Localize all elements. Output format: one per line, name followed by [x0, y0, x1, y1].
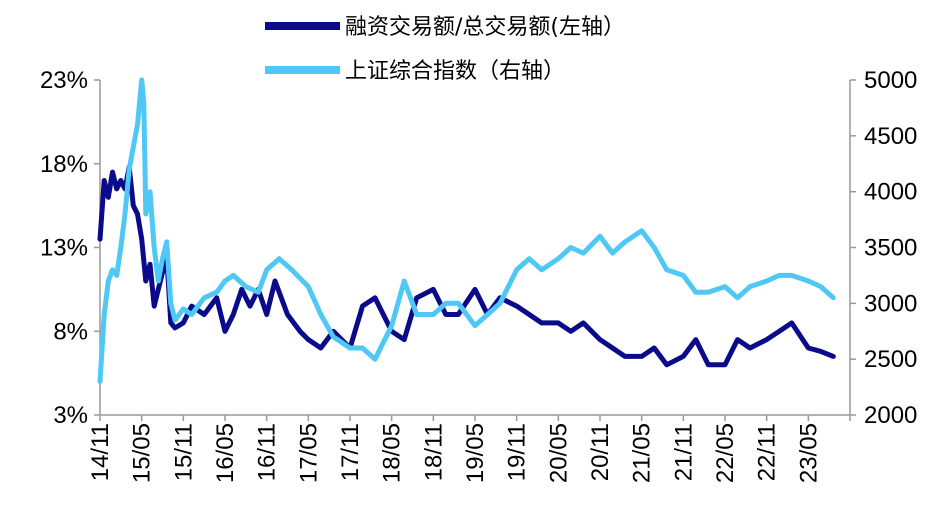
x-tick-label: 22/11	[754, 423, 781, 481]
x-tick-label: 17/05	[295, 423, 322, 483]
series-line-margin-ratio	[97, 164, 836, 368]
y-right-tick-label: 2000	[864, 402, 917, 429]
axes: 3% 8% 13% 18% 23% 2000 2500 3000 3500 4000 4500 500…	[40, 67, 917, 483]
x-tick-label: 18/11	[420, 423, 447, 481]
x-tick-label: 15/11	[170, 423, 197, 481]
series-group	[97, 77, 836, 384]
y-right-tick-label: 3000	[864, 290, 917, 317]
legend-label-shanghai-index: 上证综合指数（右轴）	[345, 59, 565, 84]
x-tick-label: 19/05	[462, 423, 489, 483]
x-tick-label: 20/05	[545, 423, 572, 483]
y-right-tick-label: 2500	[864, 346, 917, 373]
x-tick-label: 23/05	[795, 423, 822, 483]
y-left-tick-label: 13%	[40, 235, 88, 262]
y-right-tick-label: 4000	[864, 179, 917, 206]
x-tick-label: 14/11	[87, 423, 114, 481]
x-tick-label: 17/11	[337, 423, 364, 481]
x-tick-label: 21/11	[670, 423, 697, 481]
legend-label-margin-ratio: 融资交易额/总交易额(左轴）	[345, 15, 625, 40]
x-tick-label: 18/05	[379, 423, 406, 483]
y-left-tick-label: 8%	[53, 318, 88, 345]
x-tick-label: 15/05	[129, 423, 156, 483]
x-tick-label: 22/05	[712, 423, 739, 483]
series-line-shanghai-index	[97, 77, 836, 384]
legend: 融资交易额/总交易额(左轴） 上证综合指数（右轴）	[265, 15, 625, 84]
x-tick-label: 20/11	[587, 423, 614, 481]
y-right-tick-label: 5000	[864, 67, 917, 94]
x-tick-label: 21/05	[629, 423, 656, 483]
y-left-tick-label: 18%	[40, 151, 88, 178]
y-left-tick-label: 23%	[40, 67, 88, 94]
x-tick-label: 16/05	[212, 423, 239, 483]
y-left-tick-label: 3%	[53, 402, 88, 429]
y-right-tick-label: 3500	[864, 235, 917, 262]
x-tick-label: 19/11	[504, 423, 531, 481]
y-right-tick-label: 4500	[864, 123, 917, 150]
x-tick-label: 16/11	[254, 423, 281, 481]
